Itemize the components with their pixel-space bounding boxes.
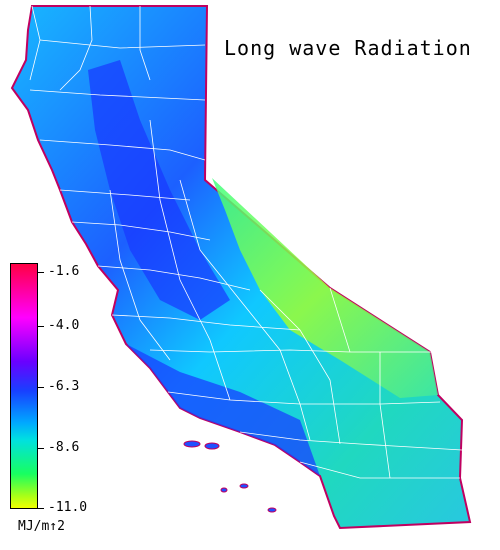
channel-islands [183,440,277,513]
map-title: Long wave Radiation [224,36,472,60]
legend-tick [38,387,44,388]
legend-label: -6.3 [48,379,80,394]
california-outline [10,5,472,530]
legend-tick [38,272,44,273]
color-scale-bar [10,263,38,509]
county-boundaries [29,5,463,479]
legend-tick [38,448,44,449]
south-coast-region [126,344,320,476]
legend-label: -8.6 [48,440,80,455]
legend-tick [38,326,44,327]
desert-region [212,178,438,398]
legend-label-min: -11.0 [48,500,88,515]
legend-label-max: -1.6 [48,264,80,279]
legend-tick [38,508,44,509]
legend-unit: MJ/m↑2 [18,519,65,534]
legend-label: -4.0 [48,318,80,333]
